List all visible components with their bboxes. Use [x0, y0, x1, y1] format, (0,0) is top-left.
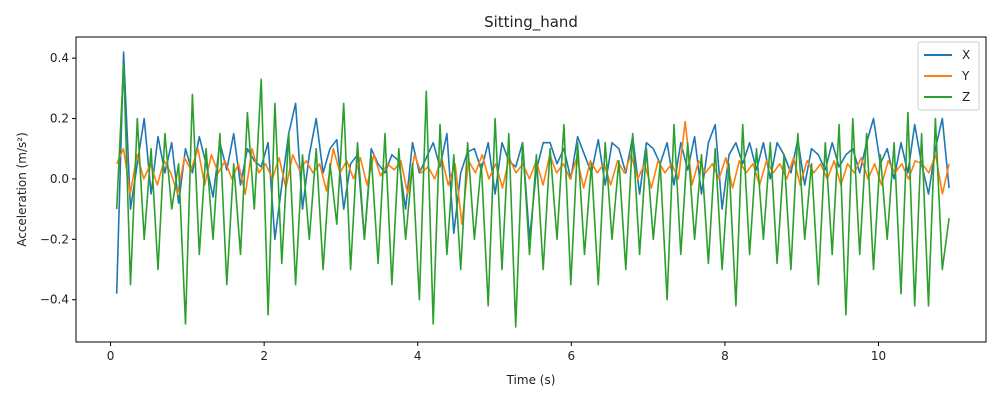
x-tick-label: 6 — [567, 349, 575, 363]
y-tick-label: 0.0 — [50, 172, 69, 186]
legend-label-z: Z — [962, 90, 970, 104]
x-axis-label: Time (s) — [506, 373, 556, 387]
series-line-y — [115, 120, 950, 225]
x-tick-label: 8 — [721, 349, 729, 363]
chart-title: Sitting_hand — [484, 13, 578, 32]
y-tick-label: 0.2 — [50, 112, 69, 126]
series-layer — [115, 51, 950, 328]
y-axis-label: Acceleration (m/s²) — [15, 132, 29, 247]
plot-frame — [75, 36, 987, 343]
series-line-z — [115, 63, 950, 328]
y-axis: −0.4 −0.2 0.0 0.2 0.4 — [40, 51, 76, 307]
y-tick-label: −0.2 — [40, 232, 69, 246]
legend-label-y: Y — [961, 69, 970, 83]
y-tick-label: −0.4 — [40, 293, 69, 307]
legend: XYZ — [917, 41, 980, 111]
x-axis: 0 2 4 6 8 10 — [107, 342, 886, 363]
x-tick-label: 0 — [107, 349, 115, 363]
y-tick-label: 0.4 — [50, 51, 69, 65]
x-tick-label: 2 — [260, 349, 268, 363]
legend-label-x: X — [962, 48, 970, 62]
x-tick-label: 4 — [414, 349, 422, 363]
x-tick-label: 10 — [871, 349, 886, 363]
